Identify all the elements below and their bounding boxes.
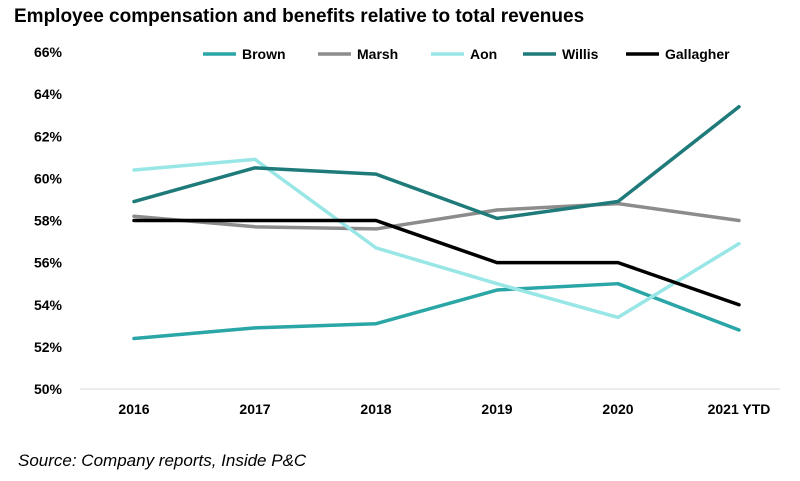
legend-label-gallagher: Gallagher xyxy=(665,46,730,62)
y-tick-label: 56% xyxy=(34,255,63,271)
x-tick-label: 2016 xyxy=(118,401,149,417)
y-tick-label: 66% xyxy=(34,44,63,60)
y-tick-label: 54% xyxy=(34,297,63,313)
y-tick-label: 64% xyxy=(34,86,63,102)
source-note: Source: Company reports, Inside P&C xyxy=(18,451,307,470)
y-tick-label: 58% xyxy=(34,213,63,229)
series-line-brown xyxy=(132,281,741,341)
legend-label-marsh: Marsh xyxy=(357,46,398,62)
series-line-marsh xyxy=(132,201,741,231)
y-tick-label: 62% xyxy=(34,128,63,144)
x-tick-label: 2021 YTD xyxy=(708,401,771,417)
x-tick-label: 2019 xyxy=(481,401,512,417)
series-line-willis xyxy=(132,105,741,221)
y-tick-label: 52% xyxy=(34,339,63,355)
legend: Brown Marsh Aon Willis Gallagher xyxy=(203,46,730,62)
chart-title: Employee compensation and benefits relat… xyxy=(14,6,585,27)
legend-label-aon: Aon xyxy=(470,46,497,62)
y-tick-label: 50% xyxy=(34,381,63,397)
x-axis: 2016 2017 2018 2019 2020 2021 YTD xyxy=(80,388,780,417)
series-line-aon xyxy=(132,157,741,320)
series-lines xyxy=(132,105,741,341)
y-tick-label: 60% xyxy=(34,170,63,186)
y-axis: 50% 52% 54% 56% 58% 60% 62% 64% 66% xyxy=(34,44,63,397)
series-line-gallagher xyxy=(132,218,741,307)
legend-label-brown: Brown xyxy=(242,46,286,62)
x-tick-label: 2018 xyxy=(360,401,391,417)
x-tick-label: 2017 xyxy=(239,401,270,417)
x-tick-label: 2020 xyxy=(602,401,633,417)
legend-label-willis: Willis xyxy=(562,46,599,62)
